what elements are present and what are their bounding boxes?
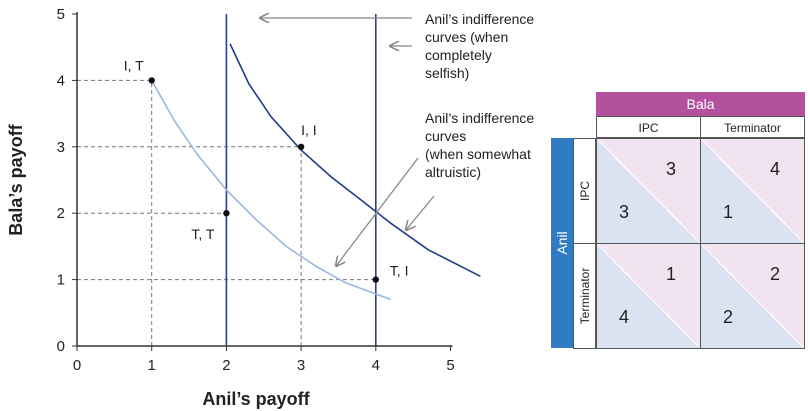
cell-terminator-terminator: 2 2 (700, 243, 805, 349)
column-header-terminator: Terminator (700, 116, 805, 138)
point-marker (372, 276, 379, 283)
annotation-arrow (336, 157, 419, 266)
column-player-header: Bala (596, 92, 805, 116)
annotations: Anil’s indifference curves (when completel… (260, 11, 534, 266)
x-tick-label: 2 (222, 357, 230, 374)
annotation-altruistic-line: Anil’s indifference (425, 110, 534, 126)
cell-ipc-terminator: 4 1 (700, 138, 805, 244)
row-header-terminator: Terminator (573, 243, 596, 349)
anil-payoff: 3 (619, 202, 630, 222)
x-tick-label: 5 (446, 357, 454, 374)
annotation-altruistic-line: (when somewhat (425, 146, 531, 162)
annotation-selfish-line: completely (425, 47, 492, 63)
x-tick-label: 0 (73, 357, 81, 374)
point-marker (148, 77, 155, 84)
row-header-terminator-label: Terminator (577, 267, 592, 325)
y-tick-label: 4 (57, 72, 65, 89)
altruistic-curve-2 (229, 43, 481, 278)
point-marker (297, 143, 305, 150)
x-tick-labels: 0 1 2 3 4 5 (73, 357, 455, 374)
altruistic-indifference-curves (151, 43, 481, 301)
annotation-altruistic-line: altruistic) (425, 164, 481, 180)
point-label: I, T (124, 57, 144, 73)
axes (72, 12, 453, 351)
selfish-indifference-curves (225, 14, 377, 346)
bala-payoff: 3 (665, 159, 676, 179)
bala-payoff: 4 (769, 159, 780, 179)
x-axis-title: Anil’s payoff (202, 389, 310, 409)
point-label: I, I (301, 122, 317, 138)
x-tick-label: 1 (148, 357, 156, 374)
x-tick-label: 4 (372, 357, 380, 374)
y-tick-label: 2 (57, 205, 65, 222)
payoff-matrix: Bala IPC Terminator Anil IPC Terminator … (551, 92, 806, 349)
y-tick-label: 5 (57, 6, 65, 23)
x-tick-label: 3 (297, 357, 305, 374)
chart: 0 1 2 3 4 5 0 1 2 3 4 5 I, T I, I T, T T, I Anil’s pa… (6, 6, 534, 409)
annotation-selfish-line: curves (when (425, 29, 508, 45)
row-header-ipc-label: IPC (577, 180, 592, 202)
y-axis-title: Bala’s payoff (6, 123, 26, 235)
row-player-header: Anil (551, 138, 573, 348)
data-points: I, T I, I T, T T, I (124, 57, 409, 283)
anil-payoff: 2 (723, 307, 734, 327)
y-tick-labels: 0 1 2 3 4 5 (57, 6, 65, 355)
anil-payoff: 4 (619, 307, 630, 327)
y-tick-label: 3 (57, 139, 65, 156)
altruistic-curve-1 (151, 80, 391, 301)
column-header-ipc: IPC (596, 116, 701, 138)
y-tick-label: 0 (57, 338, 65, 355)
cell-ipc-ipc: 3 3 (596, 138, 701, 244)
annotation-selfish-line: selfish) (425, 65, 469, 81)
y-tick-label: 1 (57, 272, 65, 289)
bala-payoff: 2 (769, 264, 780, 284)
point-marker (223, 210, 230, 217)
bala-payoff: 1 (665, 264, 676, 284)
row-player-label: Anil (554, 231, 570, 255)
annotation-selfish-line: Anil’s indifference (425, 11, 534, 27)
annotation-arrow (406, 195, 435, 230)
point-label: T, T (191, 226, 215, 242)
cell-terminator-ipc: 1 4 (596, 243, 701, 349)
annotation-altruistic-line: curves (425, 128, 466, 144)
anil-payoff: 1 (723, 202, 734, 222)
point-label: T, I (390, 263, 409, 279)
row-header-ipc: IPC (573, 138, 596, 244)
